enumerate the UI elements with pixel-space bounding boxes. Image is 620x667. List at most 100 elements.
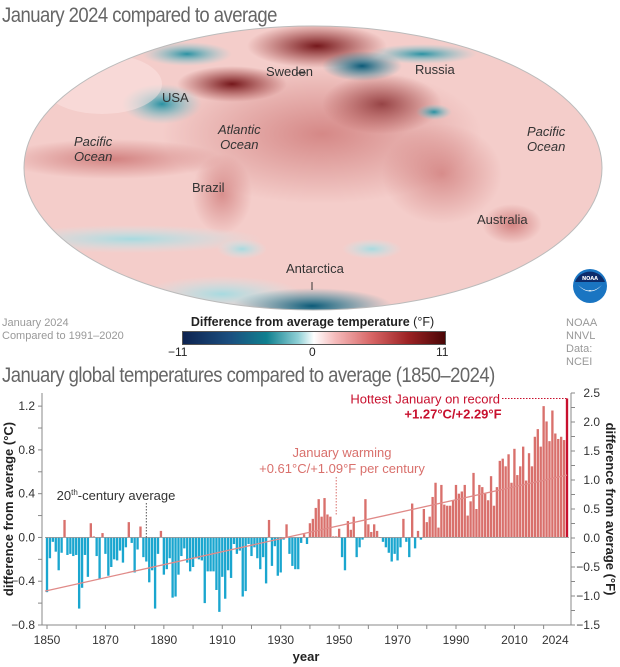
left-tick-label: −0.8: [11, 618, 35, 632]
bar-1949: [335, 536, 338, 538]
bar-1965: [381, 537, 385, 542]
bar-1855: [60, 537, 63, 553]
bar-1927: [270, 537, 274, 566]
bar-1895: [177, 537, 180, 575]
bar-2003: [492, 505, 496, 538]
colorbar-unit: (°F): [413, 315, 435, 329]
bar-1886: [151, 537, 154, 571]
bar-1942: [314, 507, 317, 538]
left-tick-label: 0.0: [18, 530, 35, 544]
bar-1986: [443, 504, 446, 538]
bar-1858: [69, 537, 72, 554]
bar-1879: [130, 537, 133, 543]
bar-1946: [326, 514, 329, 538]
bar-1925: [264, 537, 268, 584]
bar-1922: [256, 537, 259, 559]
bar-1901: [194, 537, 198, 559]
bar-1990: [454, 484, 458, 538]
bar-1998: [478, 484, 481, 538]
map-label-russia: Russia: [415, 62, 455, 77]
bar-1978: [419, 537, 423, 540]
bar-1881: [136, 537, 139, 550]
bar-2000: [484, 493, 487, 538]
map-label-sweden: Sweden: [266, 64, 313, 79]
bar-1967: [387, 537, 390, 553]
left-tick-label: 1.2: [18, 399, 35, 413]
x-tick-label: 2024: [542, 633, 569, 647]
bar-1857: [66, 537, 69, 555]
bar-1873: [113, 537, 116, 560]
bar-1935: [294, 537, 297, 570]
bar-2002: [489, 476, 493, 538]
bar-1995: [469, 501, 472, 538]
x-tick-label: 1990: [443, 633, 470, 647]
bar-1972: [402, 518, 405, 538]
bar-2027: [562, 440, 566, 538]
pacific-right-line1: Pacific: [527, 124, 566, 139]
bar-1959: [364, 499, 367, 538]
bar-2005: [498, 460, 501, 538]
pacific-right-line2: Ocean: [527, 139, 566, 154]
bar-1859: [72, 537, 75, 557]
map-footer-right: NOAA NNVL Data: NCEI: [566, 317, 620, 369]
bar-1887: [153, 537, 157, 609]
bar-2020: [542, 406, 545, 538]
bar-1979: [422, 509, 426, 538]
bar-2004: [495, 487, 499, 538]
bar-1890: [162, 537, 166, 575]
bar-1929: [276, 537, 279, 576]
bar-1910: [221, 537, 224, 577]
bar-1934: [291, 537, 294, 566]
bar-1924: [262, 537, 265, 558]
bar-1914: [232, 537, 236, 545]
bar-1973: [405, 537, 408, 542]
bar-1944: [320, 516, 323, 538]
colorbar-title: Difference from average temperature (°F): [180, 315, 445, 329]
bar-1854: [57, 537, 60, 571]
bar-1918: [244, 537, 247, 592]
map-label-pacific-right: Pacific Ocean: [527, 124, 565, 154]
y-axis-label-left: difference from average (°C): [1, 422, 16, 596]
bar-1889: [159, 530, 163, 538]
bar-1984: [437, 527, 440, 538]
bar-1962: [373, 524, 376, 538]
colorbar-title-text: Difference from average temperature: [190, 315, 410, 329]
bar-1866: [92, 536, 95, 538]
bar-1951: [340, 537, 344, 558]
bar-1930: [279, 537, 282, 573]
x-tick-label: 1910: [209, 633, 236, 647]
bar-1909: [218, 537, 221, 612]
bar-2009: [510, 482, 513, 538]
map-label-atlantic: Atlantic Ocean: [218, 122, 261, 152]
bar-1955: [352, 516, 355, 538]
bar-1864: [86, 537, 90, 577]
bar-2028: [565, 398, 569, 538]
bar-1885: [148, 537, 151, 583]
x-axis-label: year: [293, 649, 320, 664]
bar-1956: [355, 537, 358, 558]
bar-1903: [200, 537, 203, 561]
warming-annotation-line2: +0.61°C/+1.09°F per century: [259, 461, 425, 476]
bar-1975: [411, 503, 414, 538]
bar-1870: [104, 537, 107, 554]
left-ticks-group: −0.8 −0.4 0.0 0.4 0.8 1.2: [11, 399, 42, 632]
right-tick-label: −1.5: [576, 618, 600, 632]
pacific-left-line1: Pacific: [74, 134, 113, 149]
footer-credit: NOAA NNVL: [566, 317, 597, 342]
bar-1920: [250, 537, 253, 557]
bar-1966: [384, 537, 388, 548]
map-title: January 2024 compared to average: [2, 4, 277, 27]
bar-1950: [337, 528, 341, 538]
x-tick-label: 1890: [151, 633, 178, 647]
bar-1958: [361, 537, 364, 540]
bars-group: [45, 398, 569, 612]
bar-1923: [259, 537, 262, 570]
bar-1892: [168, 537, 171, 559]
right-tick-label: 1.0: [583, 473, 600, 487]
bar-1877: [124, 537, 128, 548]
bar-1954: [349, 529, 352, 538]
right-tick-label: −0.5: [576, 560, 600, 574]
footer-baseline: Compared to 1991–2020: [2, 330, 124, 342]
pacific-left-line2: Ocean: [74, 149, 113, 164]
bar-1937: [299, 537, 303, 543]
